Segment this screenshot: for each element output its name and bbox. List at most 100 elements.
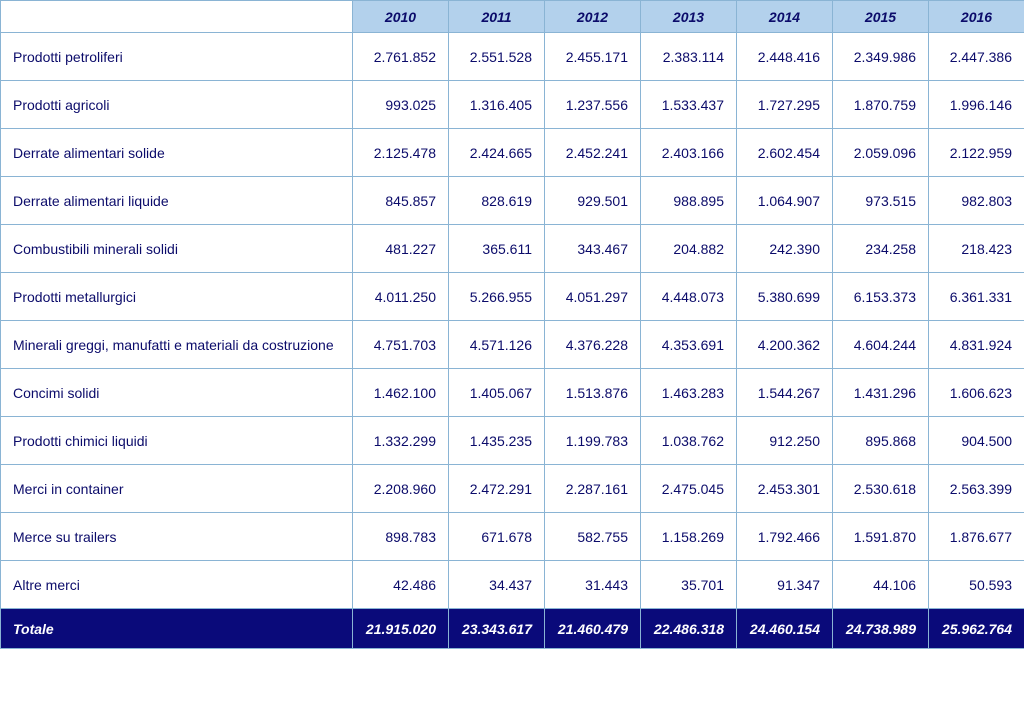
cell: 1.038.762	[641, 417, 737, 465]
cell: 2.453.301	[737, 465, 833, 513]
cell: 6.153.373	[833, 273, 929, 321]
cell: 42.486	[353, 561, 449, 609]
cell: 912.250	[737, 417, 833, 465]
table-row: Altre merci 42.486 34.437 31.443 35.701 …	[1, 561, 1024, 609]
total-cell: 21.915.020	[353, 609, 449, 649]
cell: 6.361.331	[929, 273, 1024, 321]
cell: 2.125.478	[353, 129, 449, 177]
total-cell: 24.460.154	[737, 609, 833, 649]
cell: 35.701	[641, 561, 737, 609]
cell: 671.678	[449, 513, 545, 561]
cell: 2.602.454	[737, 129, 833, 177]
cell: 1.533.437	[641, 81, 737, 129]
cell: 5.266.955	[449, 273, 545, 321]
cell: 988.895	[641, 177, 737, 225]
cell: 4.376.228	[545, 321, 641, 369]
column-header: 2011	[449, 1, 545, 33]
cell: 218.423	[929, 225, 1024, 273]
cell: 4.831.924	[929, 321, 1024, 369]
table-row: Prodotti agricoli 993.025 1.316.405 1.23…	[1, 81, 1024, 129]
total-row: Totale 21.915.020 23.343.617 21.460.479 …	[1, 609, 1024, 649]
cell: 1.513.876	[545, 369, 641, 417]
cell: 1.158.269	[641, 513, 737, 561]
cell: 4.200.362	[737, 321, 833, 369]
cell: 2.424.665	[449, 129, 545, 177]
cell: 929.501	[545, 177, 641, 225]
cell: 34.437	[449, 561, 545, 609]
cell: 993.025	[353, 81, 449, 129]
cell: 2.403.166	[641, 129, 737, 177]
table-row: Prodotti metallurgici 4.011.250 5.266.95…	[1, 273, 1024, 321]
cell: 343.467	[545, 225, 641, 273]
row-label: Concimi solidi	[1, 369, 353, 417]
cell: 91.347	[737, 561, 833, 609]
cell: 1.332.299	[353, 417, 449, 465]
cell: 904.500	[929, 417, 1024, 465]
row-label: Minerali greggi, manufatti e materiali d…	[1, 321, 353, 369]
header-blank	[1, 1, 353, 33]
total-cell: 21.460.479	[545, 609, 641, 649]
table-row: Combustibili minerali solidi 481.227 365…	[1, 225, 1024, 273]
cell: 1.462.100	[353, 369, 449, 417]
data-table: 2010 2011 2012 2013 2014 2015 2016 Prodo…	[0, 0, 1024, 649]
table-header: 2010 2011 2012 2013 2014 2015 2016	[1, 1, 1024, 33]
cell: 2.475.045	[641, 465, 737, 513]
cell: 2.208.960	[353, 465, 449, 513]
row-label: Prodotti petroliferi	[1, 33, 353, 81]
cell: 1.870.759	[833, 81, 929, 129]
cell: 2.383.114	[641, 33, 737, 81]
cell: 845.857	[353, 177, 449, 225]
table-body: Prodotti petroliferi 2.761.852 2.551.528…	[1, 33, 1024, 609]
cell: 4.751.703	[353, 321, 449, 369]
header-row: 2010 2011 2012 2013 2014 2015 2016	[1, 1, 1024, 33]
cell: 1.316.405	[449, 81, 545, 129]
cell: 1.199.783	[545, 417, 641, 465]
row-label: Derrate alimentari solide	[1, 129, 353, 177]
cell: 828.619	[449, 177, 545, 225]
cell: 44.106	[833, 561, 929, 609]
row-label: Derrate alimentari liquide	[1, 177, 353, 225]
cell: 4.051.297	[545, 273, 641, 321]
table-row: Concimi solidi 1.462.100 1.405.067 1.513…	[1, 369, 1024, 417]
cell: 1.237.556	[545, 81, 641, 129]
cell: 234.258	[833, 225, 929, 273]
cell: 2.563.399	[929, 465, 1024, 513]
cell: 582.755	[545, 513, 641, 561]
row-label: Combustibili minerali solidi	[1, 225, 353, 273]
cell: 1.591.870	[833, 513, 929, 561]
cell: 1.876.677	[929, 513, 1024, 561]
column-header: 2010	[353, 1, 449, 33]
cell: 1.792.466	[737, 513, 833, 561]
cell: 365.611	[449, 225, 545, 273]
cell: 4.571.126	[449, 321, 545, 369]
cell: 1.431.296	[833, 369, 929, 417]
row-label: Prodotti metallurgici	[1, 273, 353, 321]
column-header: 2013	[641, 1, 737, 33]
total-cell: 25.962.764	[929, 609, 1024, 649]
cell: 2.447.386	[929, 33, 1024, 81]
row-label: Merci in container	[1, 465, 353, 513]
cell: 204.882	[641, 225, 737, 273]
table-row: Derrate alimentari liquide 845.857 828.6…	[1, 177, 1024, 225]
cell: 2.455.171	[545, 33, 641, 81]
cell: 50.593	[929, 561, 1024, 609]
cell: 2.761.852	[353, 33, 449, 81]
table-row: Merci in container 2.208.960 2.472.291 2…	[1, 465, 1024, 513]
table-row: Derrate alimentari solide 2.125.478 2.42…	[1, 129, 1024, 177]
cell: 5.380.699	[737, 273, 833, 321]
cell: 2.452.241	[545, 129, 641, 177]
column-header: 2014	[737, 1, 833, 33]
column-header: 2015	[833, 1, 929, 33]
table-row: Minerali greggi, manufatti e materiali d…	[1, 321, 1024, 369]
total-label: Totale	[1, 609, 353, 649]
cell: 1.463.283	[641, 369, 737, 417]
table-row: Prodotti petroliferi 2.761.852 2.551.528…	[1, 33, 1024, 81]
cell: 2.530.618	[833, 465, 929, 513]
row-label: Altre merci	[1, 561, 353, 609]
cell: 242.390	[737, 225, 833, 273]
cell: 2.122.959	[929, 129, 1024, 177]
row-label: Prodotti chimici liquidi	[1, 417, 353, 465]
cell: 4.604.244	[833, 321, 929, 369]
row-label: Merce su trailers	[1, 513, 353, 561]
cell: 4.353.691	[641, 321, 737, 369]
